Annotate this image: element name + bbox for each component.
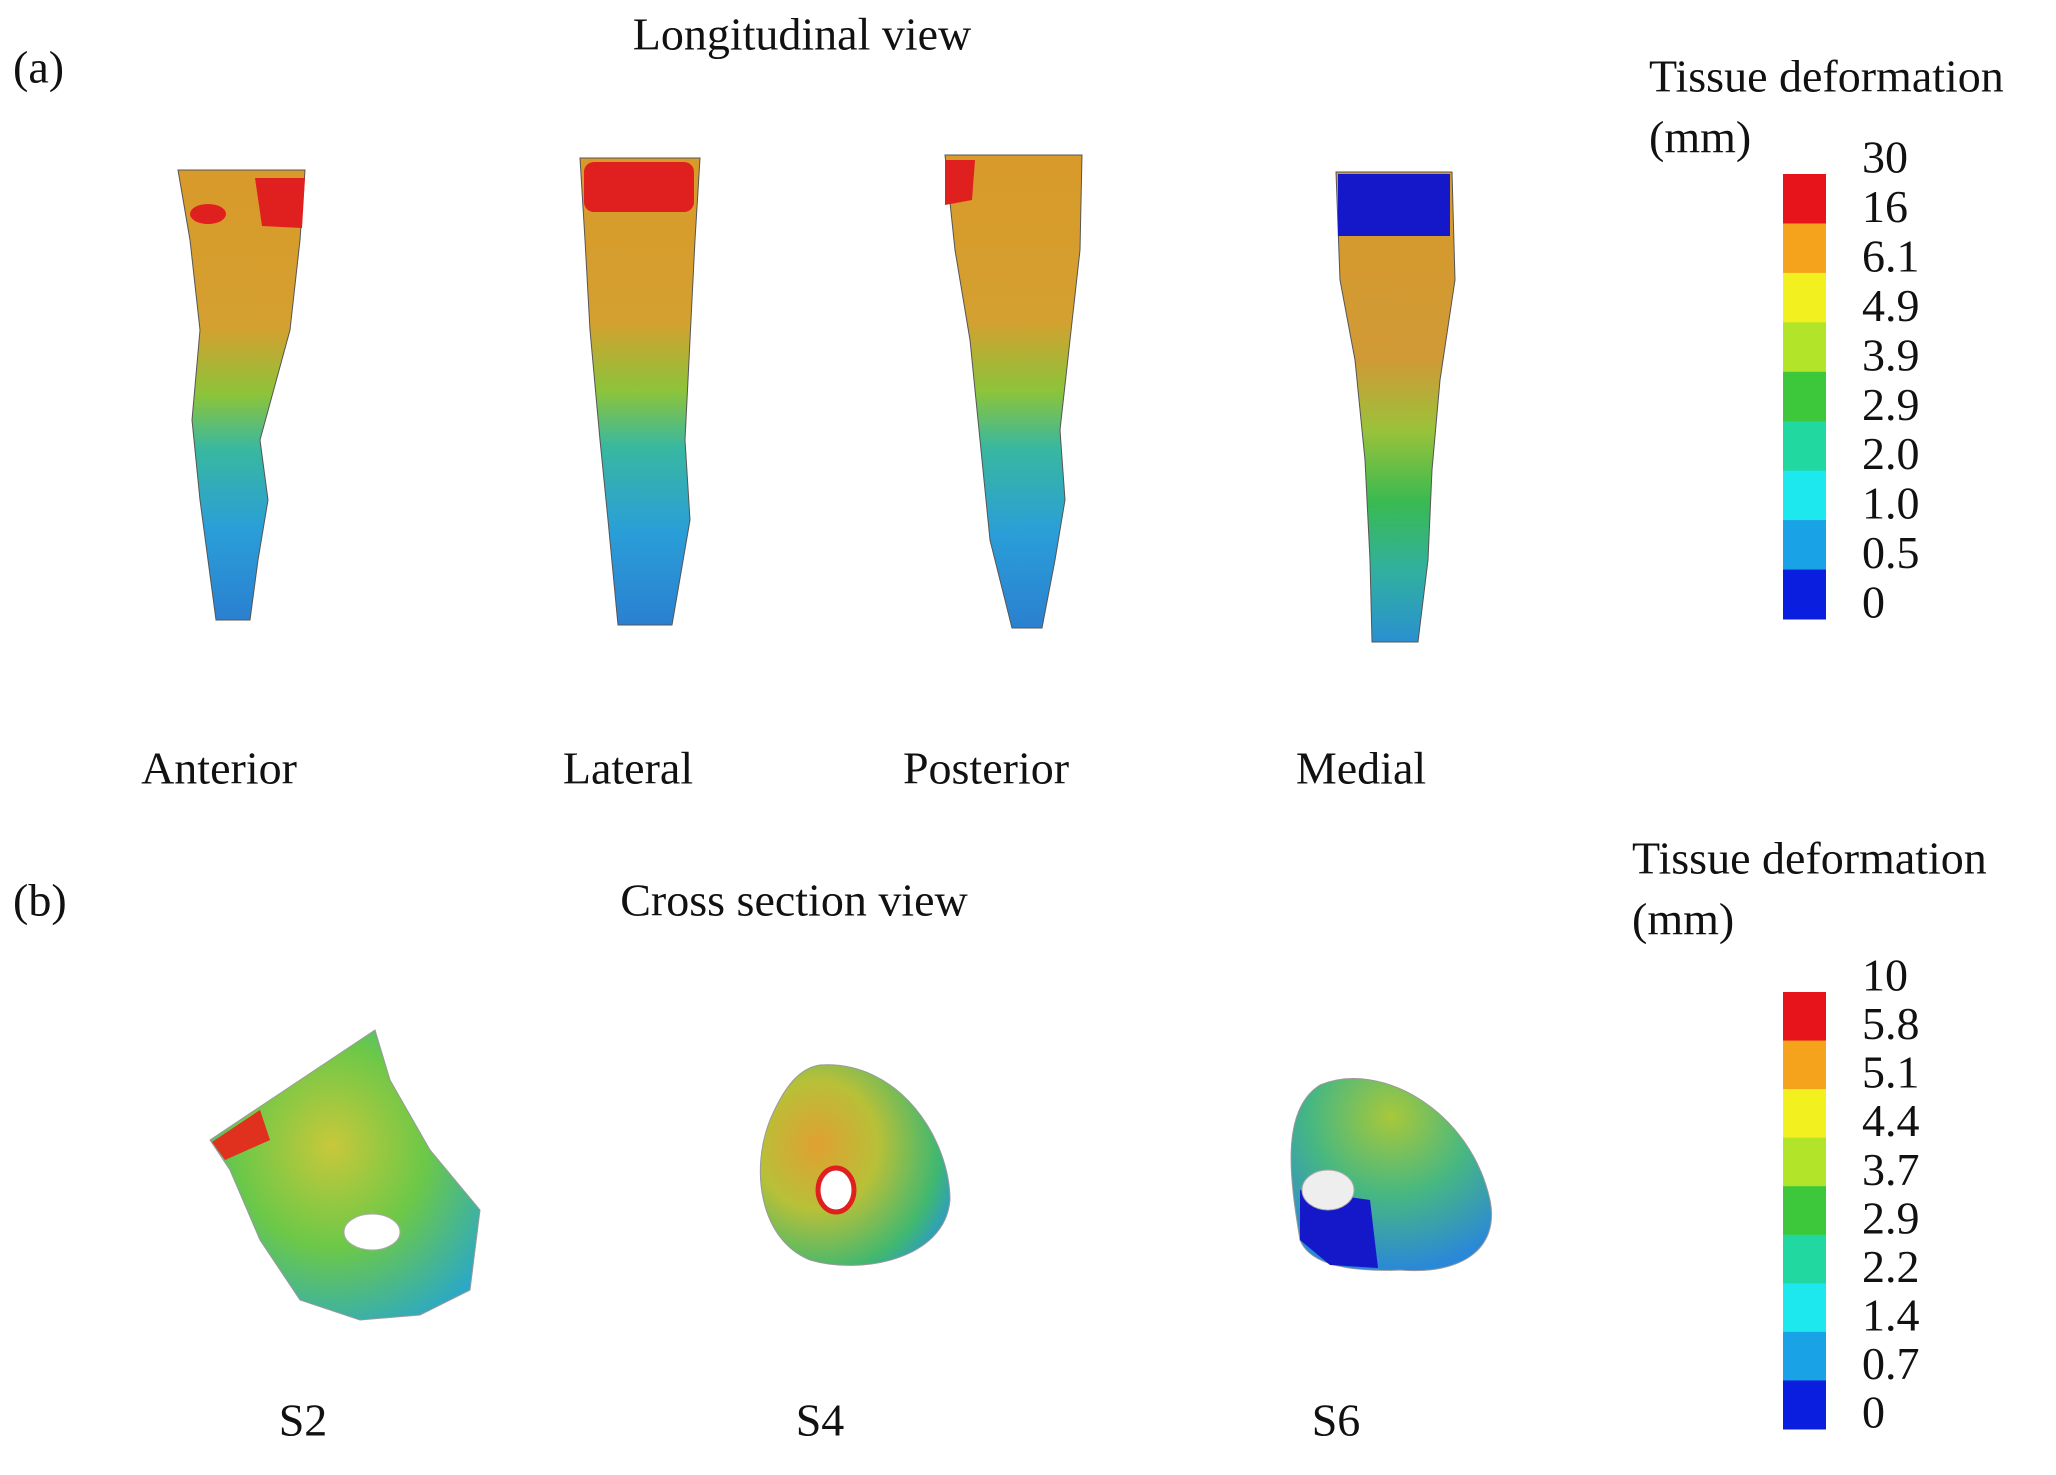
colorbar-tick-label: 6.1 — [1862, 230, 1920, 281]
leg-anterior — [177, 169, 306, 621]
colorbar-tick-label: 2.9 — [1862, 1192, 1920, 1243]
section-s2 — [209, 1029, 481, 1321]
cross-sections — [209, 1029, 1492, 1321]
leg-lateral — [579, 157, 701, 626]
colorbar-tick-label: 3.9 — [1862, 329, 1920, 380]
colorbar-tick-label: 0 — [1862, 577, 1885, 628]
view-label: Medial — [1296, 743, 1426, 794]
colorbar-tick-label: 2.9 — [1862, 379, 1920, 430]
colorbar-segment — [1783, 1234, 1826, 1284]
colorbar-segment — [1783, 569, 1826, 620]
panel-title: Longitudinal view — [633, 9, 972, 60]
colorbar-segment — [1783, 174, 1826, 224]
colorbar-segment — [1783, 1040, 1826, 1090]
colorbar-tick-label: 0 — [1862, 1387, 1885, 1438]
colorbar-segment — [1783, 322, 1826, 373]
colorbar-segment — [1783, 520, 1826, 571]
leg-models — [177, 154, 1456, 643]
view-label: Anterior — [141, 743, 297, 794]
colorbar-segment — [1783, 1283, 1826, 1333]
colorbar-title: Tissue deformation — [1632, 833, 1987, 884]
section-s6 — [1290, 1078, 1492, 1272]
colorbar-unit: (mm) — [1632, 894, 1734, 945]
colorbar-tick-label: 4.9 — [1862, 280, 1920, 331]
colorbar-segment — [1783, 1380, 1826, 1430]
view-label: Lateral — [563, 743, 693, 794]
colorbar-tick-label: 4.4 — [1862, 1095, 1920, 1146]
view-label: S2 — [279, 1395, 328, 1446]
colorbar-unit: (mm) — [1649, 112, 1751, 163]
colorbar-tick-label: 0.7 — [1862, 1338, 1920, 1389]
colorbar-tick-label: 16 — [1862, 181, 1908, 232]
colorbar-segment — [1783, 371, 1826, 422]
view-label: S4 — [796, 1395, 845, 1446]
panel-label: (b) — [13, 875, 67, 926]
colorbar-tick-label: 0.5 — [1862, 527, 1920, 578]
colorbar-tick-label: 1.0 — [1862, 478, 1920, 529]
colorbar-tick-label: 1.4 — [1862, 1289, 1920, 1340]
leg-posterior — [944, 154, 1083, 629]
colorbar-tick-label: 2.0 — [1862, 428, 1920, 479]
colorbar-segment — [1783, 992, 1826, 1042]
colorbar-segment — [1783, 223, 1826, 274]
section-s4 — [759, 1064, 951, 1266]
colorbar-title: Tissue deformation — [1649, 51, 2004, 102]
colorbar-tick-label: 3.7 — [1862, 1144, 1920, 1195]
colorbar-segment — [1783, 470, 1826, 521]
colorbar-segment — [1783, 1186, 1826, 1236]
view-label: Posterior — [903, 743, 1069, 794]
colorbar-segment — [1783, 1331, 1826, 1381]
leg-medial — [1335, 171, 1456, 643]
colorbar-tick-label: 10 — [1862, 950, 1908, 1001]
colorbar-segment — [1783, 272, 1826, 323]
panel-title: Cross section view — [620, 875, 968, 926]
colorbar-segment — [1783, 1137, 1826, 1187]
colorbar-tick-label: 2.2 — [1862, 1241, 1920, 1292]
colorbar-tick-label: 5.1 — [1862, 1047, 1920, 1098]
view-label: S6 — [1312, 1395, 1361, 1446]
colorbar-segment — [1783, 1089, 1826, 1139]
panel-label: (a) — [13, 42, 64, 93]
colorbar-tick-label: 5.8 — [1862, 998, 1920, 1049]
colorbar-tick-label: 30 — [1862, 132, 1908, 183]
colorbar-segment — [1783, 421, 1826, 472]
